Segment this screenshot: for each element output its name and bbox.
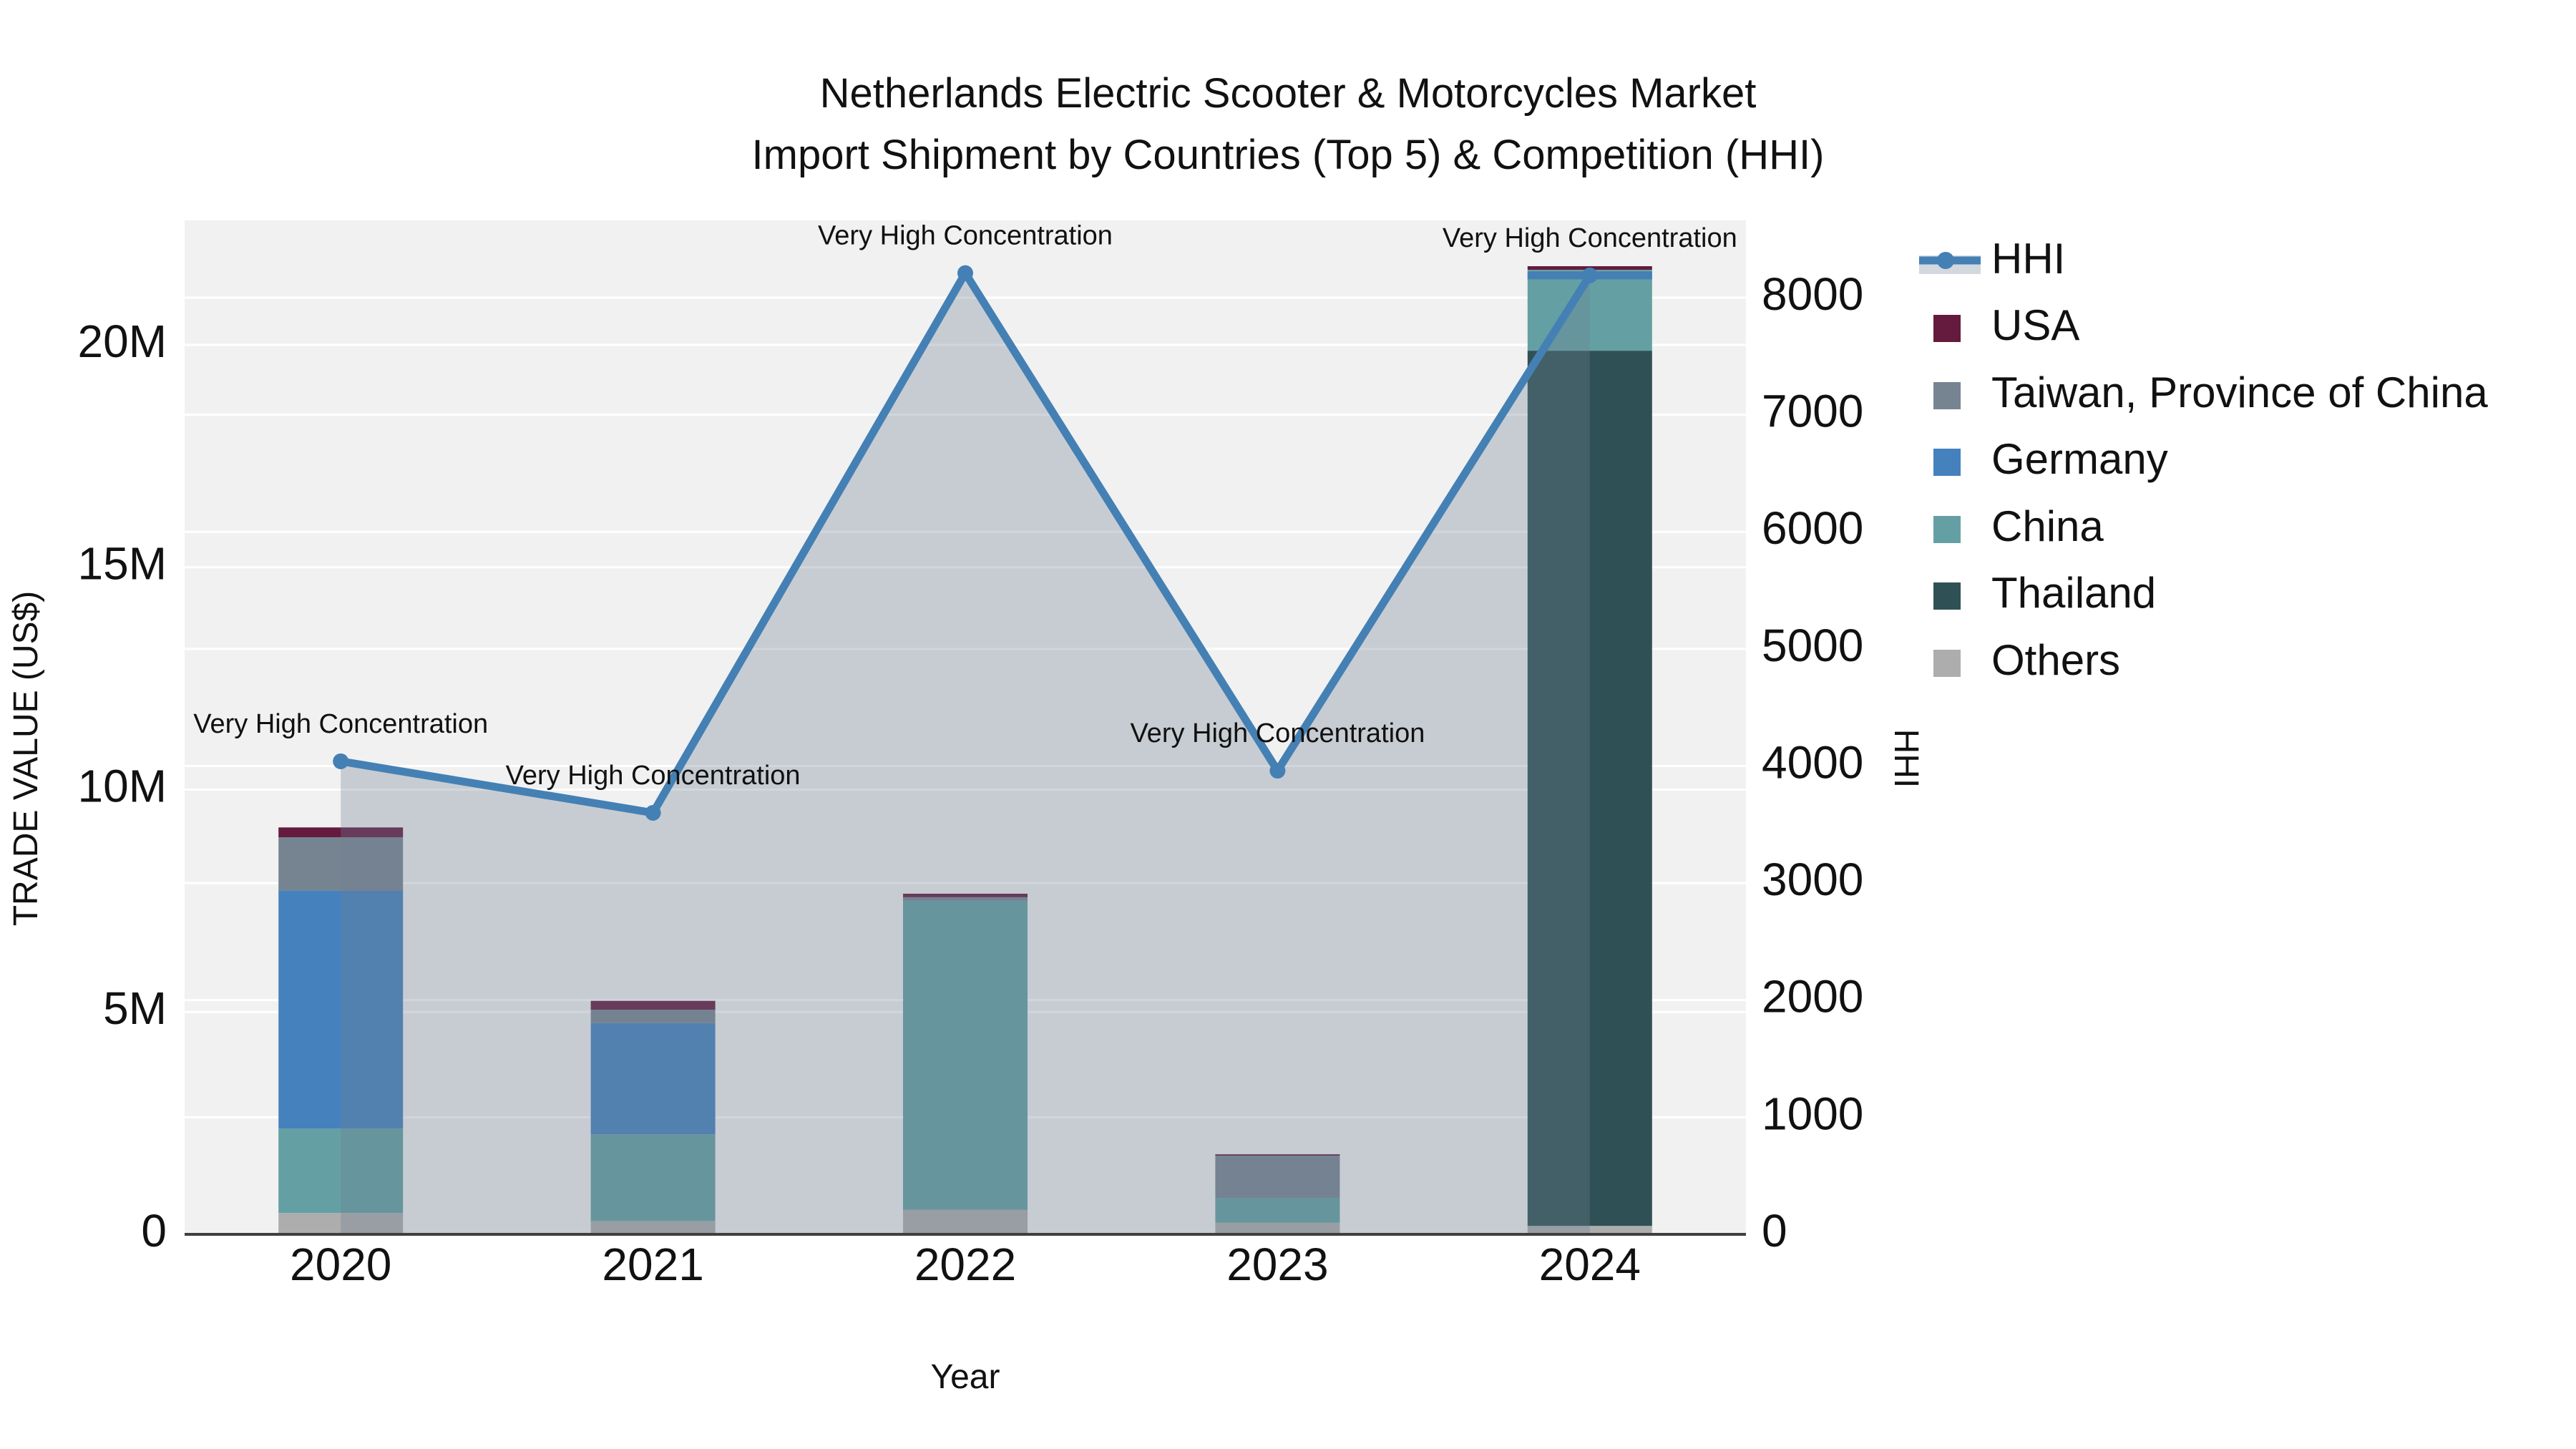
y-right-axis-title: HHI	[1887, 729, 1925, 789]
bar-2021-China[interactable]	[590, 1134, 716, 1221]
bar-2021-Others[interactable]	[590, 1221, 716, 1234]
bar-2023-Others[interactable]	[1215, 1222, 1340, 1234]
tick-label-y-right-2000: 2000	[1762, 971, 1863, 1023]
x-axis-title: Year	[931, 1358, 1000, 1396]
tick-label-y-right-3000: 3000	[1762, 854, 1863, 905]
chart-title-line1: Netherlands Electric Scooter & Motorcycl…	[820, 70, 1757, 117]
bar-2024-Thailand[interactable]	[1527, 351, 1652, 1226]
annotation-layer: Very High Concentration Very High Concent…	[193, 221, 1737, 791]
tick-label-y-right-6000: 6000	[1762, 502, 1863, 554]
tick-label-y-right-0: 0	[1762, 1205, 1787, 1257]
legend-swatch-icon	[1933, 516, 1961, 543]
legend-item-others[interactable]: Others	[1933, 636, 2120, 684]
annotation-2024: Very High Concentration	[1443, 223, 1737, 253]
legend-swatch-icon	[1933, 582, 1961, 610]
legend: HHI USA Taiwan, Province of China Germany Ch…	[1919, 235, 2488, 684]
legend-hhi-marker-icon	[1937, 252, 1954, 269]
annotation-2022: Very High Concentration	[818, 221, 1113, 251]
hhi-marker-2022[interactable]	[957, 265, 973, 281]
hhi-area	[341, 273, 1590, 1235]
legend-swatch-icon	[1933, 382, 1961, 409]
hhi-marker-2024[interactable]	[1581, 267, 1598, 283]
bar-2020-Others[interactable]	[278, 1213, 404, 1234]
bar-2023-Taiwan, Province of China[interactable]	[1215, 1155, 1340, 1199]
legend-swatch-icon	[1933, 315, 1961, 342]
tick-label-y-left-5M: 5M	[103, 982, 167, 1034]
hhi-marker-2020[interactable]	[333, 753, 349, 769]
bar-2020-Taiwan, Province of China[interactable]	[278, 837, 404, 891]
bar-2022-Others[interactable]	[903, 1209, 1028, 1234]
tick-label-y-left-15M: 15M	[78, 538, 167, 590]
hhi-marker-2023[interactable]	[1269, 763, 1286, 779]
legend-item-label: Taiwan, Province of China	[1991, 369, 2488, 416]
bar-2020-China[interactable]	[278, 1128, 404, 1214]
bar-2020-USA[interactable]	[278, 827, 404, 838]
legend-item-label: HHI	[1991, 235, 2065, 283]
bar-2022-USA[interactable]	[903, 893, 1028, 897]
bar-2021-Taiwan, Province of China[interactable]	[590, 1010, 716, 1023]
annotation-2021: Very High Concentration	[506, 761, 801, 791]
tick-label-x-2020: 2020	[290, 1239, 391, 1290]
tick-label-x-2024: 2024	[1539, 1239, 1641, 1290]
legend-item-taiwan-province-of-china[interactable]: Taiwan, Province of China	[1933, 369, 2488, 416]
legend-item-label: Thailand	[1991, 569, 2156, 617]
tick-label-y-left-20M: 20M	[78, 316, 167, 367]
bar-2021-Germany[interactable]	[590, 1023, 716, 1135]
plot-layer	[185, 220, 1746, 1236]
bar-2024-Others[interactable]	[1527, 1226, 1652, 1234]
tick-label-x-2022: 2022	[914, 1239, 1016, 1290]
legend-item-label: Germany	[1991, 435, 2168, 483]
tick-label-y-right-1000: 1000	[1762, 1088, 1863, 1139]
hhi-marker-2021[interactable]	[645, 804, 661, 821]
tick-label-y-right-7000: 7000	[1762, 386, 1863, 437]
legend-item-china[interactable]: China	[1933, 502, 2104, 550]
annotation-2023: Very High Concentration	[1130, 718, 1425, 748]
legend-swatch-icon	[1933, 449, 1961, 476]
legend-item-thailand[interactable]: Thailand	[1933, 569, 2156, 617]
bar-2023-USA[interactable]	[1215, 1154, 1340, 1156]
legend-item-usa[interactable]: USA	[1933, 301, 2079, 349]
y-left-axis-title: TRADE VALUE (US$)	[7, 591, 45, 927]
legend-item-label: Others	[1991, 636, 2120, 684]
legend-item-label: China	[1991, 502, 2104, 550]
annotation-2020: Very High Concentration	[193, 709, 488, 739]
tick-label-y-left-0: 0	[141, 1205, 167, 1257]
tick-label-y-right-4000: 4000	[1762, 736, 1863, 788]
tick-label-y-left-10M: 10M	[78, 760, 167, 811]
bar-2020-Germany[interactable]	[278, 890, 404, 1129]
legend-swatch-icon	[1933, 650, 1961, 677]
tick-label-y-right-8000: 8000	[1762, 268, 1863, 320]
legend-item-label: USA	[1991, 301, 2079, 349]
chart-title-line2: Import Shipment by Countries (Top 5) & C…	[752, 132, 1825, 178]
bar-2022-China[interactable]	[903, 900, 1028, 1210]
legend-item-germany[interactable]: Germany	[1933, 435, 2168, 483]
legend-item-hhi[interactable]: HHI	[1919, 235, 2065, 283]
tick-label-y-right-5000: 5000	[1762, 620, 1863, 671]
tick-label-x-2023: 2023	[1226, 1239, 1328, 1290]
bar-2023-China[interactable]	[1215, 1198, 1340, 1223]
tick-layer: 0 5M 10M 15M 20M 0 1000 2000 3000 4000 5000 6000 700…	[78, 268, 1864, 1290]
tick-label-x-2021: 2021	[602, 1239, 703, 1290]
bar-2021-USA[interactable]	[590, 1000, 716, 1010]
bar-2022-Taiwan, Province of China[interactable]	[903, 897, 1028, 901]
